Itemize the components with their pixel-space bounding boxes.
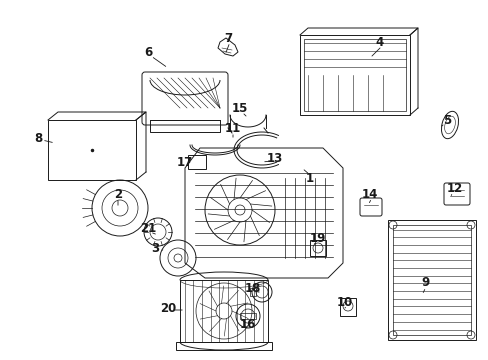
Text: 13: 13 <box>266 152 283 165</box>
Text: 8: 8 <box>34 131 42 144</box>
Text: 17: 17 <box>177 156 193 168</box>
Text: 1: 1 <box>305 171 313 184</box>
Text: 6: 6 <box>143 45 152 58</box>
Bar <box>304 39 405 111</box>
Text: 4: 4 <box>375 36 384 49</box>
Bar <box>180 280 267 342</box>
Text: 19: 19 <box>309 231 325 244</box>
Bar <box>299 35 409 115</box>
Bar <box>176 342 271 350</box>
Text: 20: 20 <box>160 302 176 315</box>
Bar <box>48 120 136 180</box>
Text: 16: 16 <box>239 319 256 332</box>
Bar <box>392 225 470 335</box>
Text: 5: 5 <box>442 113 450 126</box>
Text: 10: 10 <box>336 296 352 309</box>
Text: 15: 15 <box>231 102 248 114</box>
Text: 9: 9 <box>421 276 429 289</box>
Bar <box>187 155 205 169</box>
Text: 14: 14 <box>361 189 377 202</box>
Text: 7: 7 <box>224 31 232 45</box>
Text: 12: 12 <box>446 181 462 194</box>
Text: 21: 21 <box>140 221 156 234</box>
Text: 11: 11 <box>224 122 241 135</box>
Bar <box>249 288 256 296</box>
Bar <box>150 120 220 132</box>
Text: 18: 18 <box>244 282 261 294</box>
Text: 2: 2 <box>114 189 122 202</box>
Bar <box>240 313 256 319</box>
Text: 3: 3 <box>151 242 159 255</box>
Bar <box>339 298 355 316</box>
Bar <box>309 240 325 256</box>
Bar <box>387 220 475 340</box>
